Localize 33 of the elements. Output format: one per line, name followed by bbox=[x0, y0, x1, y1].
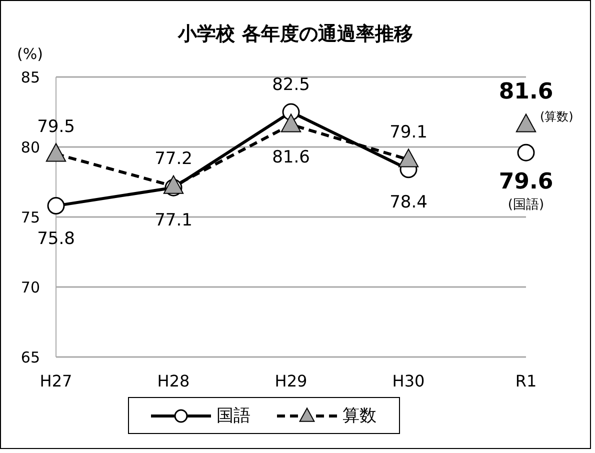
x-tick-label: H30 bbox=[392, 371, 425, 390]
data-label: 79.5 bbox=[37, 117, 75, 137]
data-label: 75.8 bbox=[37, 228, 75, 249]
y-tick-label: 70 bbox=[20, 278, 40, 296]
point bbox=[163, 175, 184, 194]
annotation: (国語) bbox=[508, 198, 544, 213]
data-label: 77.1 bbox=[154, 210, 192, 231]
y-tick-label: 75 bbox=[20, 208, 40, 226]
point bbox=[46, 143, 66, 162]
point bbox=[398, 148, 419, 168]
x-tick-label: H27 bbox=[40, 371, 72, 390]
y-tick-label: 80 bbox=[20, 138, 40, 156]
y-tick-label: 65 bbox=[20, 348, 40, 366]
y-tick-label: 85 bbox=[20, 68, 40, 86]
legend-label: 算数 bbox=[342, 405, 376, 427]
legend-label: 国語 bbox=[216, 405, 250, 427]
chart-title: 小学校 各年度の通過率推移 bbox=[178, 23, 413, 45]
point bbox=[516, 114, 536, 132]
data-label: 78.4 bbox=[390, 192, 428, 212]
text: (算数) bbox=[540, 110, 574, 124]
x-tick-label: R1 bbox=[515, 371, 537, 390]
data-label: 81.6 bbox=[498, 80, 554, 105]
point bbox=[517, 144, 535, 162]
data-label: 82.5 bbox=[272, 75, 310, 95]
y-axis-title: (%) bbox=[17, 45, 43, 63]
point bbox=[280, 114, 302, 132]
data-label: 81.6 bbox=[272, 148, 310, 168]
x-tick-label: H29 bbox=[274, 371, 308, 390]
point bbox=[47, 197, 65, 215]
data-label: 79.1 bbox=[390, 122, 428, 143]
x-tick-label: H28 bbox=[157, 371, 190, 390]
data-label: 77.2 bbox=[154, 149, 192, 170]
data-label: 79.6 bbox=[498, 170, 554, 195]
